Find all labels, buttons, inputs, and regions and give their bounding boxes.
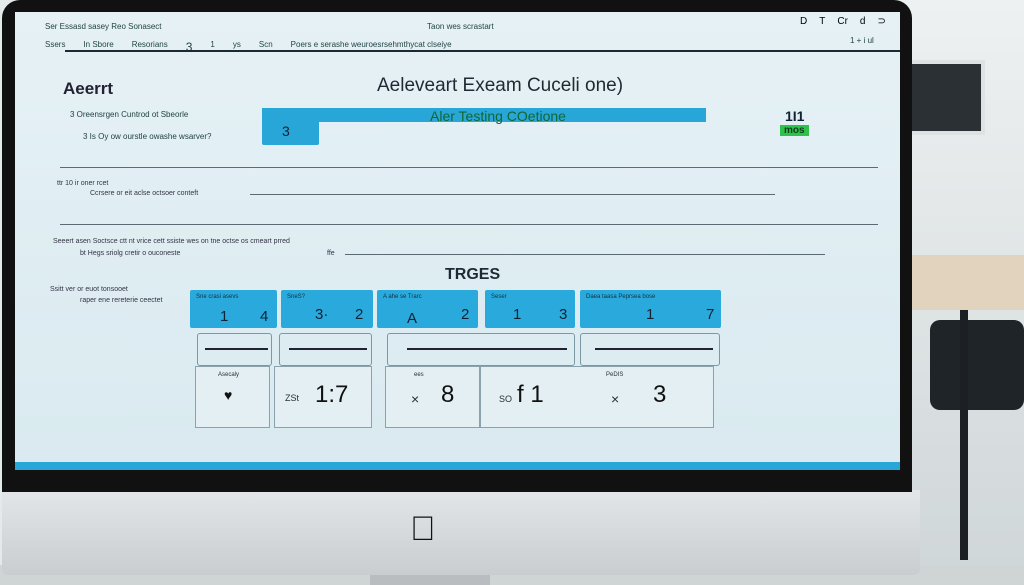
result-prefix: × xyxy=(411,391,420,407)
toolbar-item[interactable]: ys xyxy=(232,40,241,49)
cell-header: Daea taasa Peprsea bose xyxy=(586,294,656,300)
result-label: Asecaly xyxy=(218,372,240,378)
result-cell: Asecaly ♥ xyxy=(195,366,270,428)
cell-value: 1 xyxy=(646,306,655,323)
sidebar-title: Aeerrt xyxy=(63,79,114,98)
result-value: 3 xyxy=(653,381,667,408)
result-cell: ZSt 1:7 xyxy=(274,366,372,428)
control-icon[interactable]: T xyxy=(819,16,826,27)
toolbar-item[interactable]: 3 xyxy=(185,40,193,54)
cell-value: 3· xyxy=(315,306,329,323)
input-box[interactable] xyxy=(197,333,272,366)
result-prefix: × xyxy=(611,391,620,407)
background-desk-leg xyxy=(960,310,968,560)
result-label: ees xyxy=(414,372,424,378)
monitor-chin xyxy=(2,490,920,575)
result-value: 1:7 xyxy=(315,381,349,408)
score: 1I1 xyxy=(785,108,805,124)
toolbar-item[interactable]: Ssers xyxy=(45,40,66,49)
cell-header: Seser xyxy=(491,294,507,300)
page-title: Aeleveart Exeam Cuceli one) xyxy=(377,75,624,96)
control-icon[interactable]: D xyxy=(800,16,808,27)
background-monitor xyxy=(905,60,985,135)
cell-header: SneS? xyxy=(287,294,306,300)
question-text: ffe xyxy=(327,250,335,257)
question-text: Seeert asen Soctsce ctt nt vrice cett ss… xyxy=(53,238,290,245)
toolbar-item[interactable]: Resorians xyxy=(131,40,168,49)
cell-value: 1 xyxy=(513,306,522,323)
window-title: Ser Essasd sasey Reo Sonasect xyxy=(45,22,162,31)
toolbar-item[interactable]: Scn xyxy=(258,40,273,49)
input-box[interactable] xyxy=(387,333,575,366)
option-cell[interactable]: Seser 1 3 xyxy=(485,290,575,328)
result-value: 8 xyxy=(441,381,455,408)
banner xyxy=(262,108,706,122)
divider xyxy=(60,167,878,168)
option-cell[interactable]: Sne crasi asevs 1 4 xyxy=(190,290,277,328)
answer-line[interactable] xyxy=(345,254,825,255)
option-cell[interactable]: SneS? 3· 2 xyxy=(281,290,373,328)
input-box[interactable] xyxy=(580,333,720,366)
question-text: Ssitt ver or euot tonsooet xyxy=(50,286,128,293)
result-prefix: ZSt xyxy=(285,393,300,403)
toolbar: Ssers In Sbore Resorians 3 1 ys Scn Poer… xyxy=(45,40,452,54)
cell-value: A xyxy=(407,310,418,327)
question-text: ttr 10 ir oner rcet xyxy=(57,180,109,187)
toolbar-item[interactable]: In Sbore xyxy=(83,40,114,49)
cell-value: 3 xyxy=(559,306,568,323)
banner-text: Aler Testing COetione xyxy=(430,108,566,124)
bottom-bar xyxy=(15,462,900,470)
result-cell: ees × 8 xyxy=(385,366,480,428)
control-icon[interactable]: ⊃ xyxy=(877,16,886,27)
toolbar-sub: 1 + i ul xyxy=(850,36,874,45)
cell-value: 1 xyxy=(220,308,229,325)
control-icon[interactable]: d xyxy=(859,16,866,27)
result-value: ♥ xyxy=(224,387,233,403)
cell-value: 4 xyxy=(260,308,269,325)
result-prefix: SO xyxy=(499,394,513,404)
result-value: f 1 xyxy=(517,381,544,408)
answer-line[interactable] xyxy=(250,194,775,195)
option-cell[interactable]: A ahe se Trarc A 2 xyxy=(377,290,478,328)
question-text: bt Hegs sriolg cretir o ouconeste xyxy=(80,250,181,257)
section-title: TRGES xyxy=(445,266,501,283)
sidebar-item[interactable]: 3 Is Oy ow ourstle owashe wsarver? xyxy=(83,132,212,141)
background-chair xyxy=(930,320,1024,410)
question-text: Ccrsere or eit aclse octsoer conteft xyxy=(90,190,199,197)
divider xyxy=(60,224,878,225)
cell-header: Sne crasi asevs xyxy=(196,294,239,300)
toolbar-item[interactable]: 1 xyxy=(210,40,215,49)
sidebar-item[interactable]: 3 Oreensrgen Cuntrod ot Sbeorle xyxy=(70,110,189,119)
cell-value: 7 xyxy=(706,306,715,323)
apple-logo-icon:  xyxy=(410,510,436,549)
question-number[interactable]: 3 xyxy=(262,108,319,145)
background-desk xyxy=(905,255,1024,310)
input-box[interactable] xyxy=(279,333,372,366)
toolbar-divider xyxy=(65,50,900,52)
path-text: Poers e serashe weuroesrsehmthycat clsei… xyxy=(290,40,452,49)
window-title-center: Taon wes scrastart xyxy=(427,22,494,31)
window-controls: D T Cr d ⊃ xyxy=(800,16,886,27)
monitor-stand xyxy=(370,574,490,585)
screen: Ser Essasd sasey Reo Sonasect Taon wes s… xyxy=(15,12,900,470)
status-badge: mos xyxy=(780,125,809,136)
cell-value: 2 xyxy=(355,306,364,323)
question-text: raper ene rereterie ceectet xyxy=(80,297,163,304)
control-icon[interactable]: Cr xyxy=(837,16,848,27)
option-cell[interactable]: Daea taasa Peprsea bose 1 7 xyxy=(580,290,721,328)
result-label: PeDIS xyxy=(606,372,624,378)
result-cell: SO f 1 PeDIS × 3 xyxy=(480,366,714,428)
cell-value: 2 xyxy=(461,306,470,323)
cell-header: A ahe se Trarc xyxy=(383,294,422,300)
